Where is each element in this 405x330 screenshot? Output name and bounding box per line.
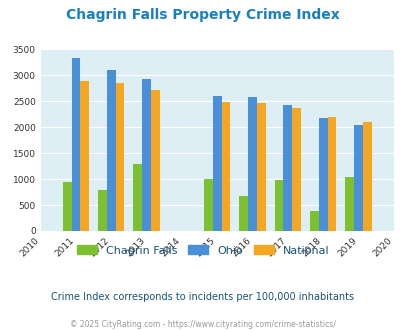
Bar: [247, 97, 256, 231]
Bar: [71, 58, 80, 231]
Text: Crime Index corresponds to incidents per 100,000 inhabitants: Crime Index corresponds to incidents per…: [51, 292, 354, 302]
Bar: [292, 108, 301, 231]
Bar: [239, 196, 247, 231]
Bar: [80, 81, 89, 231]
Bar: [98, 189, 107, 231]
Text: Chagrin Falls Property Crime Index: Chagrin Falls Property Crime Index: [66, 8, 339, 22]
Bar: [327, 117, 336, 231]
Bar: [203, 179, 212, 231]
Bar: [133, 164, 142, 231]
Bar: [362, 122, 371, 231]
Text: © 2025 CityRating.com - https://www.cityrating.com/crime-statistics/: © 2025 CityRating.com - https://www.city…: [70, 320, 335, 329]
Legend: Chagrin Falls, Ohio, National: Chagrin Falls, Ohio, National: [72, 241, 333, 260]
Bar: [283, 105, 292, 231]
Bar: [353, 125, 362, 231]
Bar: [142, 79, 151, 231]
Bar: [107, 70, 115, 231]
Bar: [221, 102, 230, 231]
Bar: [115, 83, 124, 231]
Bar: [212, 96, 221, 231]
Bar: [274, 180, 283, 231]
Bar: [309, 211, 318, 231]
Bar: [344, 177, 353, 231]
Bar: [151, 90, 160, 231]
Bar: [256, 103, 265, 231]
Bar: [318, 118, 327, 231]
Bar: [62, 182, 71, 231]
